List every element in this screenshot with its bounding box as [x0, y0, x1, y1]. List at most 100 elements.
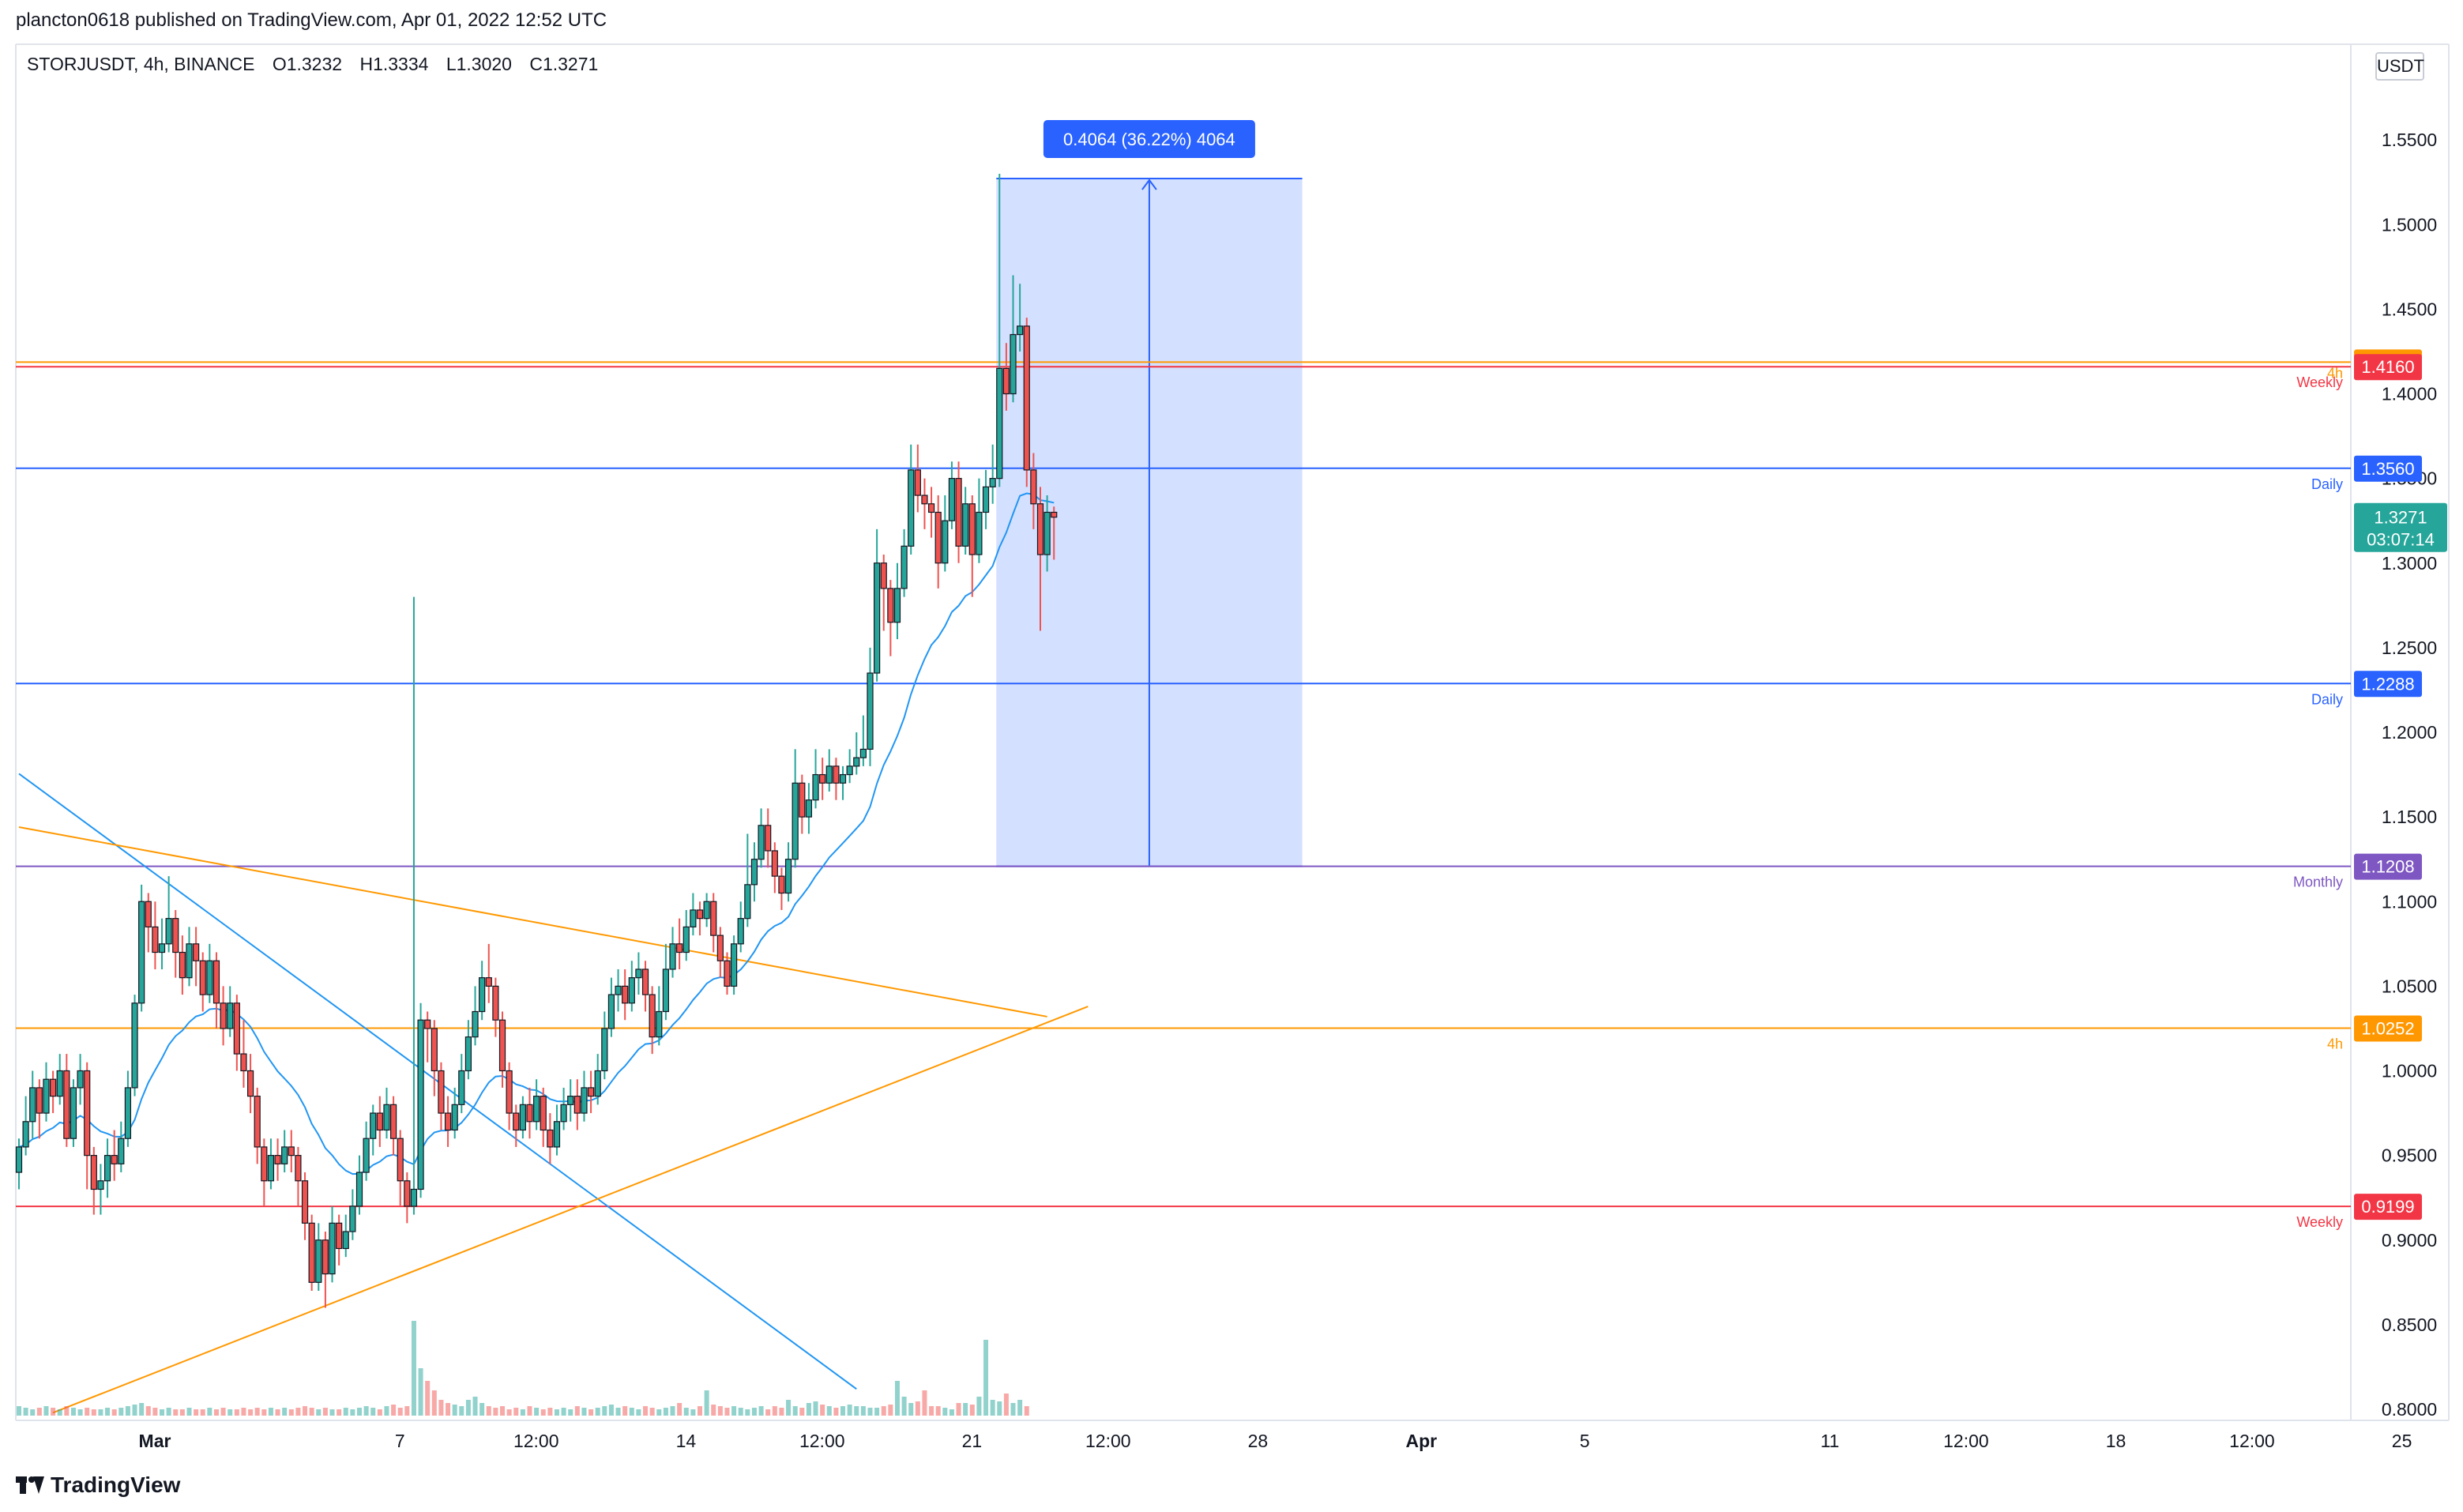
- trendline: [18, 773, 857, 1390]
- candle-body: [370, 1112, 377, 1139]
- candle-body: [329, 1222, 336, 1275]
- level-note: Weekly: [2296, 374, 2343, 390]
- candle-body: [410, 1188, 418, 1207]
- volume-bar: [990, 1400, 995, 1416]
- price-tick-label: 0.8500: [2382, 1315, 2437, 1335]
- level-note: 4h: [2327, 365, 2343, 381]
- price-tag-label: 0.9199: [2361, 1197, 2414, 1217]
- candle-body: [1023, 325, 1030, 471]
- volume-bar: [976, 1397, 982, 1416]
- volume-bar: [377, 1409, 382, 1416]
- volume-bar: [820, 1405, 825, 1416]
- volume-bar: [724, 1408, 730, 1416]
- volume-bar: [874, 1408, 880, 1416]
- brand-name: TradingView: [51, 1473, 181, 1497]
- volume-bar: [363, 1406, 369, 1416]
- candle-body: [227, 1002, 234, 1029]
- candle-body: [261, 1146, 268, 1182]
- candle-body: [1043, 511, 1051, 555]
- volume-bar: [57, 1409, 62, 1416]
- candle-body: [498, 1019, 506, 1072]
- candle-body: [458, 1070, 465, 1105]
- candle-body: [424, 1019, 431, 1029]
- candle-body: [792, 782, 799, 860]
- volume-bar: [506, 1409, 512, 1416]
- candle-body: [778, 875, 785, 894]
- currency-unit-button[interactable]: USDT: [2375, 52, 2424, 81]
- volume-bar: [446, 1403, 451, 1416]
- time-tick-label: Apr: [1406, 1431, 1438, 1451]
- volume-bar: [758, 1406, 764, 1416]
- trendline: [18, 826, 1047, 1017]
- candle-body: [77, 1070, 84, 1089]
- volume-bar: [731, 1406, 737, 1416]
- volume-bar: [602, 1406, 607, 1416]
- volume-bar: [792, 1406, 798, 1416]
- candle-body: [656, 1010, 663, 1038]
- candle-body: [479, 977, 486, 1013]
- candle-body: [212, 960, 220, 1004]
- volume-bar: [574, 1406, 580, 1416]
- tradingview-logo-icon: [16, 1476, 44, 1494]
- candle-body: [506, 1070, 513, 1114]
- candle-body: [825, 765, 833, 784]
- candle-body: [540, 1096, 547, 1131]
- candle-body: [927, 503, 935, 513]
- candle-body: [934, 511, 942, 564]
- volume-bar: [438, 1400, 444, 1416]
- candle-body: [635, 969, 642, 979]
- volume-bar: [322, 1408, 328, 1416]
- volume-bar: [636, 1409, 641, 1416]
- candle-body: [948, 478, 956, 521]
- candle-body: [607, 994, 615, 1029]
- volume-bar: [132, 1405, 137, 1416]
- time-tick-label: 12:00: [2229, 1431, 2275, 1451]
- measure-tool[interactable]: 0.4064 (36.22%) 4064: [996, 119, 1303, 867]
- candle-body: [799, 782, 806, 818]
- candle-body: [859, 748, 867, 758]
- candle-body: [513, 1112, 520, 1131]
- tradingview-brand: TradingView: [16, 1473, 180, 1498]
- volume-bar: [194, 1409, 199, 1416]
- price-tick-label: 1.4000: [2382, 384, 2437, 404]
- candle-body: [124, 1087, 132, 1139]
- candle-body: [70, 1087, 77, 1139]
- price-tags: 1.41871.41601.35601.22881.12081.02520.91…: [2354, 349, 2447, 1221]
- candle-body: [819, 773, 826, 784]
- volume-bar: [309, 1408, 314, 1416]
- measure-arrow-head: [1141, 179, 1157, 190]
- candle-body: [526, 1104, 533, 1123]
- high-value: H1.3334: [359, 54, 429, 74]
- candle-body: [914, 469, 921, 496]
- volume-bar: [751, 1408, 757, 1416]
- candle-body: [56, 1070, 63, 1097]
- candle-body: [152, 926, 159, 953]
- volume-bar: [915, 1401, 920, 1416]
- candles: [15, 173, 1058, 1308]
- volume-bar: [765, 1409, 771, 1416]
- volume-bar: [690, 1409, 696, 1416]
- candle-body: [908, 469, 915, 547]
- volume-bar: [179, 1409, 185, 1416]
- volume-bar: [704, 1390, 709, 1416]
- candle-body: [383, 1104, 390, 1131]
- volume-bar: [622, 1406, 628, 1416]
- volume-bar: [105, 1408, 111, 1416]
- price-tick-label: 1.2500: [2382, 638, 2437, 658]
- price-tag-box: [2354, 1194, 2422, 1221]
- candle-body: [22, 1121, 29, 1148]
- volume-bar: [547, 1408, 553, 1416]
- volume-bar: [207, 1408, 212, 1416]
- volume-bar: [1003, 1394, 1009, 1416]
- trendlines[interactable]: [18, 773, 1089, 1414]
- candle-body: [404, 1180, 411, 1207]
- volume-bar: [85, 1408, 90, 1416]
- volume-bar: [268, 1408, 273, 1416]
- volume-bar: [493, 1408, 498, 1416]
- candle-body: [962, 503, 969, 547]
- candle-body: [594, 1070, 601, 1097]
- volume-bar: [404, 1406, 410, 1416]
- price-tag-label: 1.0252: [2361, 1019, 2414, 1039]
